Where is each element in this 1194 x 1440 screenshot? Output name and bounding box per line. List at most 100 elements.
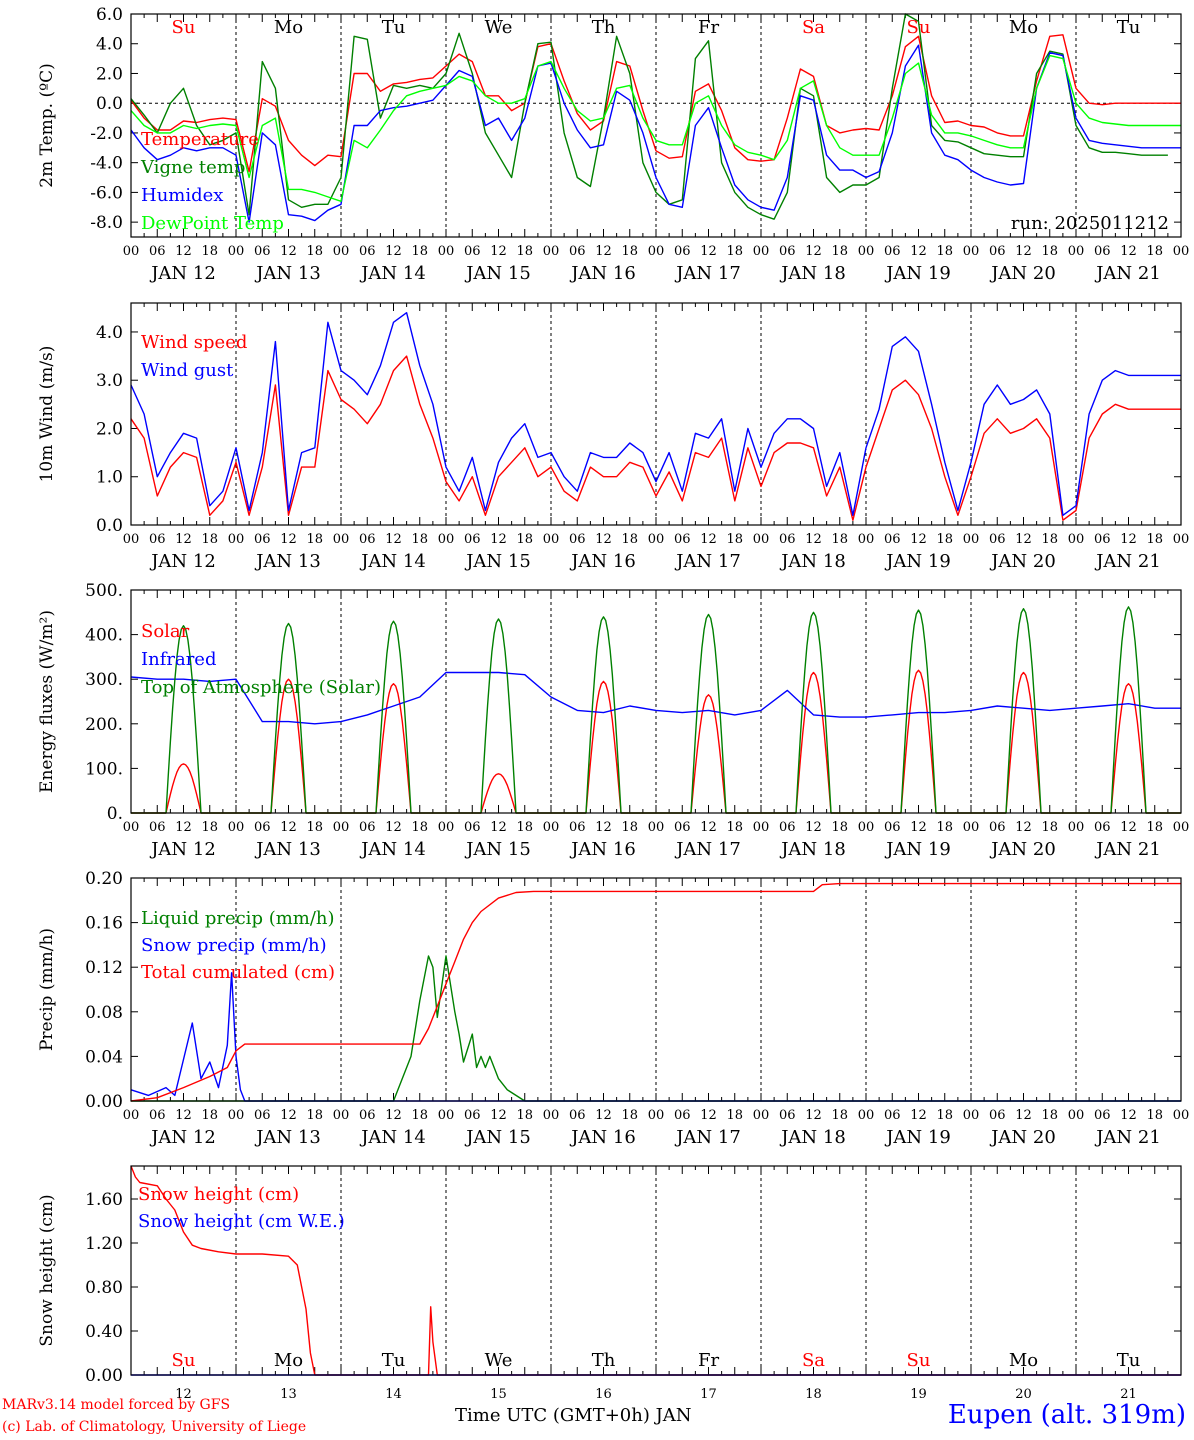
hour-tick-label: 00 — [648, 532, 665, 547]
hour-tick-label: 06 — [464, 820, 481, 835]
hour-tick-label: 18 — [306, 244, 323, 259]
hour-tick-label: 12 — [175, 532, 192, 547]
hour-tick-label: 00 — [543, 820, 560, 835]
hour-tick-label: 18 — [1041, 532, 1058, 547]
hour-tick-label: 00 — [123, 820, 140, 835]
hour-tick-label: 00 — [648, 820, 665, 835]
hour-tick-label: 06 — [1094, 820, 1111, 835]
hour-tick-label: 12 — [490, 820, 507, 835]
hour-tick-label: 12 — [1120, 1108, 1137, 1123]
hour-tick-label: 06 — [674, 532, 691, 547]
chart-wind: 4.0 3.0 2.0 1.0 0.0 10m Wind (m/s) 00 06 12 18 00 0… — [37, 302, 1189, 572]
hour-tick-label: 12 — [595, 532, 612, 547]
hour-tick-label: 00 — [858, 532, 875, 547]
date-tick-label: JAN 20 — [989, 551, 1056, 572]
day-number-label: 17 — [700, 1387, 717, 1402]
legend-entry: Top of Atmosphere (Solar) — [141, 677, 381, 698]
date-tick-label: JAN 18 — [779, 551, 846, 572]
hour-tick-label: 00 — [123, 1108, 140, 1123]
series-line — [130, 312, 1181, 516]
series-line — [130, 1165, 1181, 1376]
hour-tick-label: 12 — [280, 1108, 297, 1123]
hour-tick-label: 00 — [963, 244, 980, 259]
hour-tick-label: 18 — [1041, 1108, 1058, 1123]
y-tick-label: 0.0 — [96, 516, 123, 536]
hour-tick-label: 00 — [1068, 1108, 1085, 1123]
date-tick-label: JAN 14 — [359, 263, 426, 284]
hour-tick-label: 00 — [333, 820, 350, 835]
date-tick-label: JAN 18 — [779, 839, 846, 860]
hour-tick-label: 06 — [674, 1108, 691, 1123]
hour-tick-label: 18 — [201, 820, 218, 835]
y-tick-label: 0.16 — [85, 914, 123, 934]
y-tick-label: 1.60 — [85, 1190, 123, 1210]
hour-tick-label: 18 — [831, 244, 848, 259]
date-tick-label: JAN 13 — [254, 839, 321, 860]
legend-entry: Vigne temp — [140, 157, 245, 178]
time-axis-label: Time UTC (GMT+0h) JAN — [455, 1405, 692, 1426]
day-number-label: 19 — [910, 1387, 927, 1402]
date-tick-label: JAN 16 — [569, 1127, 636, 1148]
hour-tick-label: 00 — [1173, 820, 1190, 835]
hour-tick-label: 18 — [936, 820, 953, 835]
series-line — [130, 355, 1181, 521]
hour-tick-label: 06 — [569, 244, 586, 259]
series-line — [131, 955, 1181, 1102]
hour-tick-label: 06 — [359, 244, 376, 259]
y-axis-label: 10m Wind (m/s) — [37, 346, 57, 483]
hour-tick-label: 12 — [910, 244, 927, 259]
hour-tick-label: 00 — [963, 532, 980, 547]
hour-tick-label: 06 — [1094, 532, 1111, 547]
hour-tick-label: 00 — [648, 244, 665, 259]
y-tick-label: 400. — [85, 626, 123, 646]
weekday-label: We — [485, 1350, 513, 1371]
date-tick-label: JAN 15 — [464, 839, 531, 860]
y-tick-label: 2.0 — [96, 419, 123, 439]
date-tick-label: JAN 15 — [464, 1127, 531, 1148]
hour-tick-label: 12 — [1015, 532, 1032, 547]
hour-tick-label: 00 — [123, 532, 140, 547]
date-tick-label: JAN 21 — [1094, 1127, 1161, 1148]
y-tick-label: 2.0 — [96, 64, 123, 84]
hour-tick-label: 12 — [1015, 1108, 1032, 1123]
hour-tick-label: 12 — [490, 1108, 507, 1123]
y-tick-label: 200. — [85, 715, 123, 735]
date-tick-label: JAN 13 — [254, 1127, 321, 1148]
hour-tick-label: 00 — [858, 1108, 875, 1123]
hour-tick-label: 06 — [569, 532, 586, 547]
hour-tick-label: 18 — [1146, 1108, 1163, 1123]
date-tick-label: JAN 12 — [149, 1127, 216, 1148]
day-number-label: 13 — [280, 1387, 297, 1402]
hour-tick-label: 18 — [726, 1108, 743, 1123]
weekday-label: Sa — [802, 1350, 825, 1371]
hour-tick-label: 12 — [1015, 244, 1032, 259]
date-tick-label: JAN 15 — [464, 263, 531, 284]
day-number-label: 20 — [1015, 1387, 1032, 1402]
series-line — [130, 671, 1181, 725]
hour-tick-label: 00 — [858, 820, 875, 835]
chart-snow: 1.60 1.20 0.80 0.40 0.00 Snow height (cm) Snow… — [37, 1165, 1182, 1402]
hour-tick-label: 06 — [989, 244, 1006, 259]
hour-tick-label: 18 — [621, 244, 638, 259]
date-tick-label: JAN 21 — [1094, 263, 1161, 284]
date-tick-label: JAN 17 — [674, 551, 741, 572]
hour-tick-label: 00 — [1068, 244, 1085, 259]
weekday-label: Tu — [382, 17, 406, 38]
legend-entry: Temperature — [141, 129, 259, 150]
date-tick-label: JAN 19 — [884, 839, 951, 860]
hour-tick-label: 18 — [516, 532, 533, 547]
date-tick-label: JAN 14 — [359, 551, 426, 572]
legend-entry: Snow height (cm W.E.) — [138, 1211, 345, 1232]
run-annotation: run: 2025011212 — [1011, 213, 1169, 234]
date-tick-label: JAN 21 — [1094, 839, 1161, 860]
legend-entry: Liquid precip (mm/h) — [141, 908, 335, 929]
hour-tick-label: 06 — [779, 820, 796, 835]
hour-tick-label: 18 — [306, 532, 323, 547]
hour-tick-label: 06 — [884, 244, 901, 259]
y-tick-label: 0.20 — [85, 869, 123, 889]
y-tick-label: 0.08 — [85, 1003, 123, 1023]
hour-tick-label: 06 — [779, 244, 796, 259]
hour-tick-label: 18 — [516, 1108, 533, 1123]
hour-tick-label: 06 — [989, 1108, 1006, 1123]
